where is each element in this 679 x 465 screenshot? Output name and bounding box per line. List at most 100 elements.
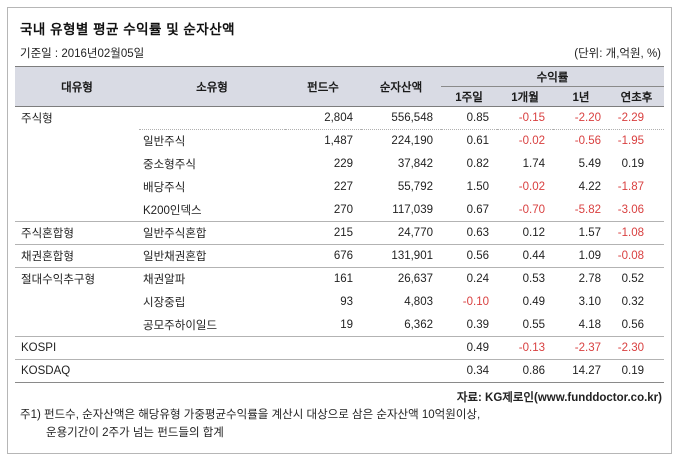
return-ytd-cell: 0.19 xyxy=(609,359,664,383)
net-assets-cell: 131,901 xyxy=(361,244,441,268)
fund-count-cell: 19 xyxy=(340,318,353,331)
meta-row: 기준일 : 2016년02월05일 (단위: 개,억원, %) xyxy=(15,45,664,66)
return-1month-cell: -0.15 xyxy=(497,106,553,130)
return-1year-cell: 3.10 xyxy=(578,296,601,308)
return-ytd-cell: 0.32 xyxy=(621,296,644,308)
return-1month-cell: 0.12 xyxy=(497,221,553,245)
net-assets-cell: 26,637 xyxy=(361,267,441,291)
major-type-cell xyxy=(15,153,139,176)
return-1month-cell: 0.55 xyxy=(522,318,545,331)
return-1week-cell: 0.61 xyxy=(466,135,489,148)
return-ytd-cell: -1.08 xyxy=(609,221,664,245)
table-row: 배당주식 227 55,792 1.50 -0.02 4.22 -1.87 xyxy=(15,176,664,199)
fund-count-cell: 215 xyxy=(285,221,361,245)
return-1week-cell: 1.50 xyxy=(466,181,489,193)
return-1week-cell: 0.82 xyxy=(466,158,489,170)
col-header-return-1year: 1년 xyxy=(553,86,609,107)
net-assets-cell: 24,770 xyxy=(361,221,441,245)
return-1year-cell: 1.57 xyxy=(553,221,609,245)
return-1month-cell: 0.49 xyxy=(522,296,545,308)
return-1week-cell: -0.10 xyxy=(462,296,489,308)
col-header-net-assets: 순자산액 xyxy=(361,66,441,107)
sub-type-cell: 일반주식 xyxy=(143,136,186,149)
return-1week-cell: 0.34 xyxy=(441,359,497,383)
return-1month-cell: 0.86 xyxy=(497,359,553,383)
fund-count-cell: 161 xyxy=(285,267,361,291)
report-title: 국내 유형별 평균 수익률 및 순자산액 xyxy=(20,22,236,37)
return-1month-cell: -0.70 xyxy=(518,203,545,216)
return-1year-cell: -2.37 xyxy=(553,336,609,360)
table-header: 대유형 소유형 펀드수 순자산액 수익률 1주일 1개월 1년 연초후 xyxy=(15,66,664,107)
table-row: K200인덱스 270 117,039 0.67 -0.70 -5.82 -3.… xyxy=(15,199,664,222)
major-type-cell xyxy=(15,199,139,222)
col-header-major-type: 대유형 xyxy=(15,66,139,107)
return-1month-cell: -0.13 xyxy=(497,336,553,360)
unit-note-label: (단위: 개,억원, %) xyxy=(574,48,661,60)
fund-count-cell xyxy=(285,336,361,360)
col-header-return-ytd: 연초후 xyxy=(609,86,664,107)
return-1week-cell: 0.63 xyxy=(441,221,497,245)
table-row: 시장중립 93 4,803 -0.10 0.49 3.10 0.32 xyxy=(15,291,664,314)
return-1month-cell: -0.02 xyxy=(518,181,545,193)
major-type-cell xyxy=(15,130,139,153)
table-row: 주식혼합형 일반주식혼합 215 24,770 0.63 0.12 1.57 -… xyxy=(15,221,664,245)
sub-type-cell: K200인덱스 xyxy=(143,204,202,217)
col-header-sub-type: 소유형 xyxy=(139,66,285,107)
return-1month-cell: 0.53 xyxy=(497,267,553,291)
return-1year-cell: 2.78 xyxy=(553,267,609,291)
return-ytd-cell: 0.56 xyxy=(621,318,644,331)
return-ytd-cell: -3.06 xyxy=(617,203,644,216)
return-ytd-cell: 0.19 xyxy=(621,158,644,170)
major-type-cell xyxy=(15,291,139,314)
fund-count-cell xyxy=(285,359,361,383)
sub-type-cell xyxy=(139,336,285,360)
return-ytd-cell: -2.29 xyxy=(609,106,664,130)
fund-count-cell: 229 xyxy=(333,158,353,170)
fund-count-cell: 1,487 xyxy=(324,135,353,148)
footnote-line-1: 주1) 펀드수, 순자산액은 해당유형 가중평균수익률을 계산시 대상으로 삼은… xyxy=(20,409,481,421)
major-type-cell: 채권혼합형 xyxy=(15,244,139,268)
report-panel: 국내 유형별 평균 수익률 및 순자산액 기준일 : 2016년02월05일 (… xyxy=(7,7,672,454)
fund-count-cell: 93 xyxy=(340,296,353,308)
major-type-cell xyxy=(15,314,139,337)
net-assets-cell: 37,842 xyxy=(397,158,433,170)
table-row: 일반주식 1,487 224,190 0.61 -0.02 -0.56 -1.9… xyxy=(15,130,664,153)
fund-count-cell: 676 xyxy=(285,244,361,268)
return-1year-cell: 14.27 xyxy=(553,359,609,383)
table-row: 채권혼합형 일반채권혼합 676 131,901 0.56 0.44 1.09 … xyxy=(15,244,664,268)
return-1week-cell: 0.67 xyxy=(466,203,489,216)
return-1year-cell: 5.49 xyxy=(578,158,601,170)
fund-count-cell: 227 xyxy=(333,181,353,193)
table-row: 절대수익추구형 채권알파 161 26,637 0.24 0.53 2.78 0… xyxy=(15,267,664,291)
net-assets-cell: 55,792 xyxy=(397,181,433,193)
return-1year-cell: -5.82 xyxy=(574,203,601,216)
major-type-cell: 주식형 xyxy=(21,113,53,126)
major-type-cell: 주식혼합형 xyxy=(15,221,139,245)
return-ytd-cell: 0.52 xyxy=(609,267,664,291)
sub-type-cell xyxy=(139,106,285,130)
fund-count-cell: 2,804 xyxy=(285,106,361,130)
return-ytd-cell: -0.08 xyxy=(609,244,664,268)
col-header-return-1week: 1주일 xyxy=(441,86,497,107)
return-1week-cell: 0.39 xyxy=(466,318,489,331)
sub-type-cell: 일반채권혼합 xyxy=(139,244,285,268)
source-credit: 자료: KG제로인(www.funddoctor.co.kr) xyxy=(456,392,662,404)
major-type-cell: KOSPI xyxy=(15,336,139,360)
return-ytd-cell: -1.87 xyxy=(617,181,644,193)
major-type-cell: KOSDAQ xyxy=(15,359,139,383)
footnote-line-2: 운용기간이 2주가 넘는 펀드들의 합계 xyxy=(46,426,224,439)
sub-type-cell: 공모주하이일드 xyxy=(143,319,218,332)
net-assets-cell: 556,548 xyxy=(361,106,441,130)
fund-count-cell: 270 xyxy=(333,203,353,216)
major-type-cell: 절대수익추구형 xyxy=(15,267,139,291)
table-row: 주식형 2,804 556,548 0.85 -0.15 -2.20 -2.29 xyxy=(15,106,664,130)
sub-type-cell: 중소형주식 xyxy=(143,159,196,171)
return-ytd-cell: -2.30 xyxy=(609,336,664,360)
net-assets-cell: 117,039 xyxy=(392,203,433,216)
sub-type-cell: 시장중립 xyxy=(143,297,186,309)
return-1year-cell: 4.18 xyxy=(578,318,601,331)
return-1month-cell: 0.44 xyxy=(497,244,553,268)
sub-type-cell: 채권알파 xyxy=(139,267,285,291)
sub-type-cell: 배당주식 xyxy=(143,182,186,194)
table-row: KOSPI 0.49 -0.13 -2.37 -2.30 xyxy=(15,336,664,360)
